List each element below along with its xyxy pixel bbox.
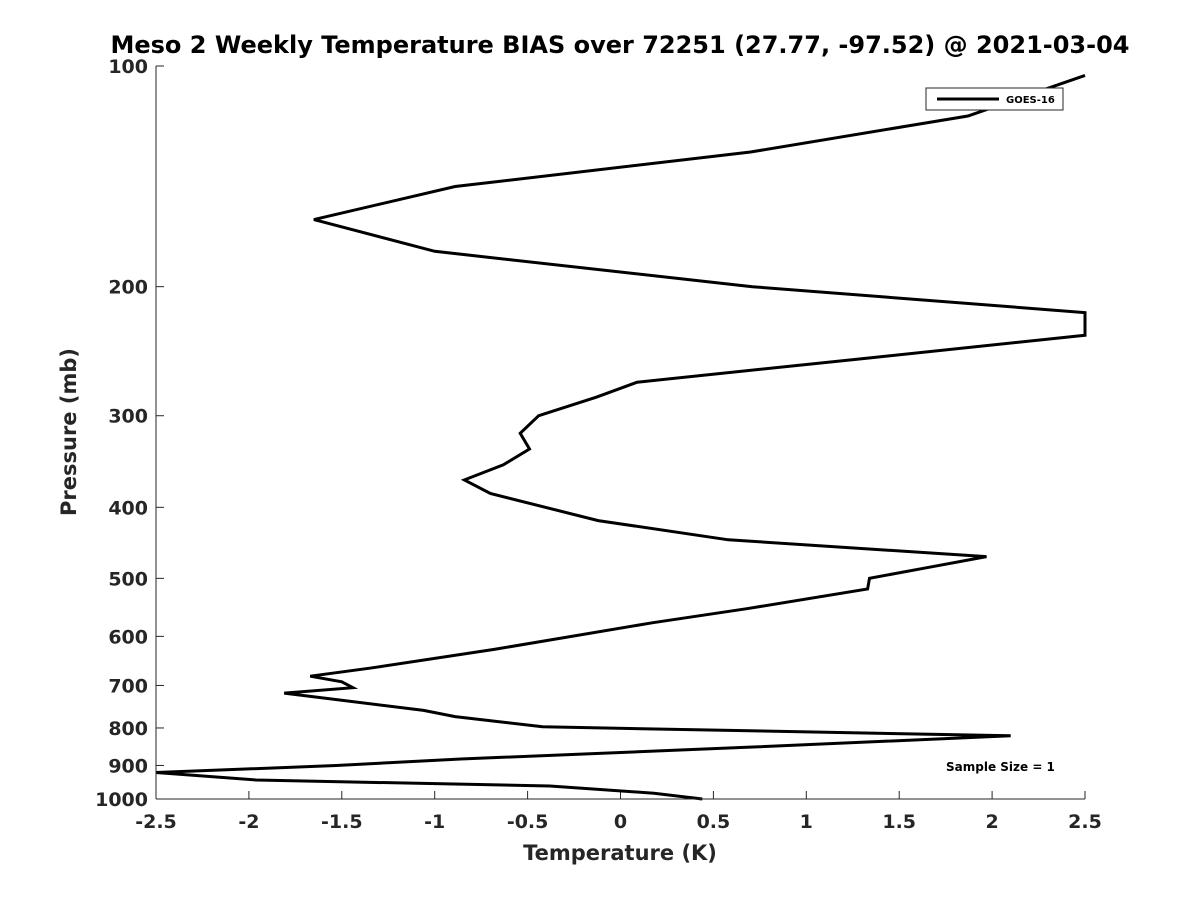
x-tick-label: 2.5 bbox=[1068, 811, 1102, 833]
y-tick-label: 300 bbox=[108, 406, 148, 428]
y-tick-label: 900 bbox=[108, 755, 148, 777]
y-tick-label: 400 bbox=[108, 497, 148, 519]
y-tick-label: 100 bbox=[108, 56, 148, 78]
y-axis-label: Pressure (mb) bbox=[57, 348, 81, 516]
x-tick-label: 1.5 bbox=[882, 811, 916, 833]
x-tick-label: 2 bbox=[985, 811, 998, 833]
x-axis-label: Temperature (K) bbox=[523, 841, 717, 865]
plot-area bbox=[156, 66, 1085, 799]
x-tick-label: 0.5 bbox=[697, 811, 731, 833]
legend-label-goes16: GOES-16 bbox=[1006, 95, 1055, 106]
legend: GOES-16 bbox=[925, 87, 1064, 111]
y-tick-label: 1000 bbox=[95, 789, 148, 811]
x-axis-ticks: -2.5 -2 -1.5 -1 -0.5 0 0.5 1 1.5 2 2.5 bbox=[135, 791, 1102, 833]
x-tick-label: 1 bbox=[800, 811, 813, 833]
y-tick-label: 700 bbox=[108, 675, 148, 697]
chart-title: Meso 2 Weekly Temperature BIAS over 7225… bbox=[110, 31, 1129, 59]
x-tick-label: -1.5 bbox=[321, 811, 363, 833]
series-line-goes-16 bbox=[155, 73, 1087, 801]
x-tick-label: -0.5 bbox=[507, 811, 549, 833]
y-tick-label: 800 bbox=[108, 718, 148, 740]
x-tick-label: -2.5 bbox=[135, 811, 177, 833]
y-axis-ticks: 100 200 300 400 500 600 700 800 900 1000 bbox=[95, 56, 164, 811]
y-tick-label: 600 bbox=[108, 626, 148, 648]
y-tick-label: 500 bbox=[108, 568, 148, 590]
x-tick-label: -1 bbox=[424, 811, 445, 833]
y-tick-label: 200 bbox=[108, 277, 148, 299]
series-layer bbox=[155, 73, 1087, 801]
sample-size-annotation: Sample Size = 1 bbox=[946, 760, 1055, 774]
x-tick-label: -2 bbox=[238, 811, 259, 833]
x-tick-label: 0 bbox=[614, 811, 627, 833]
